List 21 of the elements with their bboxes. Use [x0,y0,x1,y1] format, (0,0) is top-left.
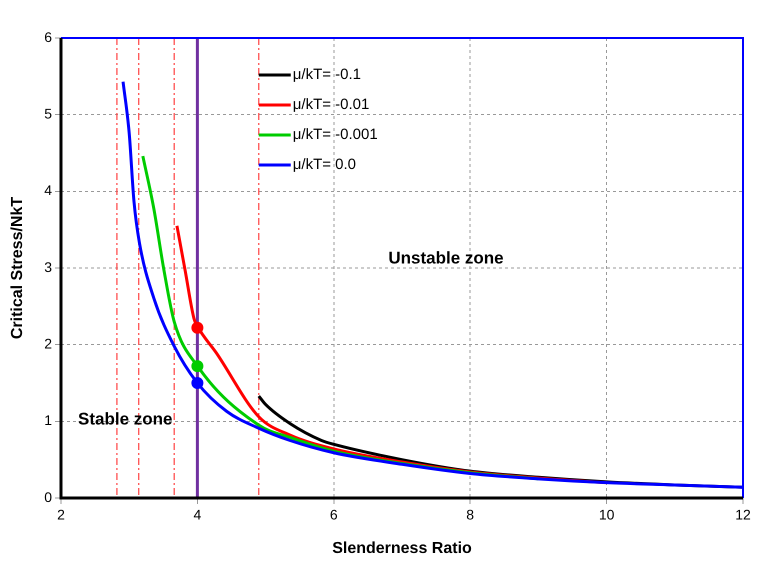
y-tick-label: 6 [44,28,52,45]
annotation: Unstable zone [388,248,504,268]
y-tick-label: 4 [44,182,52,198]
x-tick-label: 8 [466,506,474,522]
y-axis-title: Critical Stress/NkT [9,196,26,340]
x-tick-label: 12 [735,506,751,522]
x-tick-label: 10 [598,506,615,522]
y-tick-label: 1 [44,412,52,428]
y-tick-label: 3 [44,258,52,275]
y-tick-label: 0 [44,488,52,505]
legend-label: μ/kT= -0.001 [292,126,378,144]
legend-label: μ/kT= 0.0 [292,156,356,174]
y-tick-label: 2 [44,336,52,352]
x-tick-label: 2 [57,506,66,522]
x-tick-label: 4 [193,506,202,522]
y-tick-label: 5 [44,106,52,122]
legend-label: μ/kT= -0.01 [292,96,370,114]
annotation: Stable zone [78,409,173,428]
legend-label: μ/kT= -0.1 [292,66,362,84]
x-tick-label: 6 [330,506,338,522]
x-axis-title: Slenderness Ratio [332,540,472,557]
